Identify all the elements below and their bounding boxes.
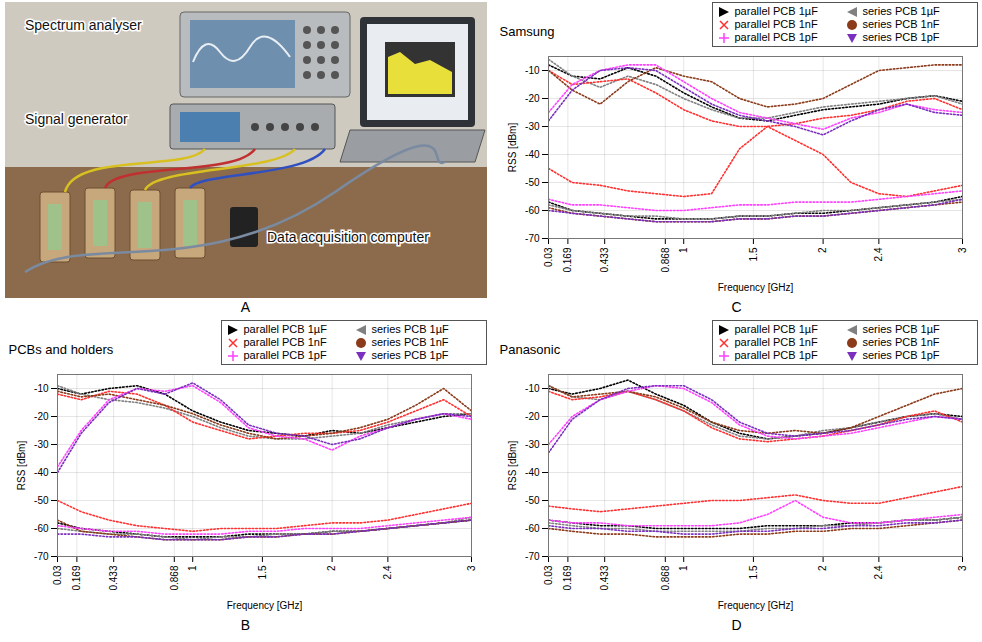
svg-text:0.03: 0.03 — [542, 247, 553, 267]
svg-text:0.433: 0.433 — [598, 565, 609, 590]
html-text:D: D — [731, 617, 742, 633]
svg-text:-50: -50 — [525, 495, 540, 506]
svg-text:1.5: 1.5 — [256, 565, 267, 579]
html-text:parallel PCB 1nF: parallel PCB 1nF — [734, 18, 818, 30]
svg-text:RSS [dBm]: RSS [dBm] — [506, 441, 517, 491]
svg-text:Signal generator: Signal generator — [25, 111, 128, 127]
svg-text:1: 1 — [677, 247, 688, 253]
svg-text:-40: -40 — [525, 149, 540, 160]
html-text:series PCB 1pF: series PCB 1pF — [862, 31, 940, 43]
html-text:parallel PCB 1µF: parallel PCB 1µF — [734, 323, 818, 335]
html-text:B: B — [240, 617, 251, 633]
svg-text:Frequency [GHz]: Frequency [GHz] — [717, 282, 793, 293]
svg-text:-70: -70 — [525, 233, 540, 244]
svg-text:-20: -20 — [525, 411, 540, 422]
html-text:parallel PCB 1pF: parallel PCB 1pF — [734, 349, 818, 361]
html-text:series PCB 1nF: series PCB 1nF — [371, 336, 449, 348]
svg-text:-20: -20 — [34, 411, 49, 422]
svg-text:2.4: 2.4 — [873, 247, 884, 261]
html-text:series PCB 1µF: series PCB 1µF — [371, 323, 449, 335]
svg-text:2: 2 — [817, 565, 828, 571]
svg-text:-10: -10 — [34, 383, 49, 394]
svg-text:-50: -50 — [525, 177, 540, 188]
html-text:parallel PCB 1pF: parallel PCB 1pF — [243, 349, 327, 361]
svg-text:-30: -30 — [525, 439, 540, 450]
svg-text:0.169: 0.169 — [71, 565, 82, 590]
svg-text:-70: -70 — [34, 551, 49, 562]
svg-text:-50: -50 — [34, 495, 49, 506]
svg-text:-30: -30 — [525, 121, 540, 132]
svg-text:0.169: 0.169 — [562, 247, 573, 272]
html-text:PCBs and holders: PCBs and holders — [8, 342, 114, 357]
svg-text:RSS [dBm]: RSS [dBm] — [15, 441, 26, 491]
svg-text:-60: -60 — [34, 523, 49, 534]
svg-text:3: 3 — [956, 565, 967, 571]
svg-text:1: 1 — [186, 565, 197, 571]
html-text:C: C — [731, 299, 742, 315]
html-text:parallel PCB 1µF: parallel PCB 1µF — [243, 323, 327, 335]
svg-text:1: 1 — [677, 565, 688, 571]
svg-text:2.4: 2.4 — [382, 565, 393, 579]
svg-text:2: 2 — [817, 247, 828, 253]
svg-text:3: 3 — [956, 247, 967, 253]
html-text:series PCB 1nF: series PCB 1nF — [862, 336, 940, 348]
svg-text:1.5: 1.5 — [747, 247, 758, 261]
svg-text:Spectrum analyser: Spectrum analyser — [25, 17, 142, 33]
svg-text:1.5: 1.5 — [747, 565, 758, 579]
svg-text:Frequency [GHz]: Frequency [GHz] — [717, 600, 793, 611]
html-text:series PCB 1µF: series PCB 1µF — [862, 5, 940, 17]
svg-text:-70: -70 — [525, 551, 540, 562]
svg-text:0.03: 0.03 — [542, 565, 553, 585]
html-text:series PCB 1nF: series PCB 1nF — [862, 18, 940, 30]
svg-text:0.169: 0.169 — [562, 565, 573, 590]
svg-text:-20: -20 — [525, 93, 540, 104]
html-text:Panasonic: Panasonic — [499, 342, 561, 357]
svg-text:-60: -60 — [525, 205, 540, 216]
html-text:series PCB 1pF: series PCB 1pF — [862, 349, 940, 361]
html-text:parallel PCB 1nF: parallel PCB 1nF — [243, 336, 327, 348]
html-text:series PCB 1pF: series PCB 1pF — [371, 349, 449, 361]
svg-text:0.433: 0.433 — [107, 565, 118, 590]
svg-text:0.03: 0.03 — [51, 565, 62, 585]
svg-text:2.4: 2.4 — [873, 565, 884, 579]
html-text:series PCB 1µF: series PCB 1µF — [862, 323, 940, 335]
svg-text:-40: -40 — [34, 467, 49, 478]
svg-text:-40: -40 — [525, 467, 540, 478]
svg-text:0.433: 0.433 — [598, 247, 609, 272]
svg-text:RSS [dBm]: RSS [dBm] — [506, 123, 517, 173]
html-text:parallel PCB 1µF: parallel PCB 1µF — [734, 5, 818, 17]
svg-text:Data acquisition computer: Data acquisition computer — [267, 229, 429, 245]
html-text:parallel PCB 1pF: parallel PCB 1pF — [734, 31, 818, 43]
html-text:Samsung: Samsung — [499, 24, 555, 39]
svg-text:0.868: 0.868 — [659, 247, 670, 272]
svg-text:Frequency [GHz]: Frequency [GHz] — [226, 600, 302, 611]
svg-text:2: 2 — [326, 565, 337, 571]
svg-text:3: 3 — [465, 565, 476, 571]
svg-text:0.868: 0.868 — [659, 565, 670, 590]
svg-text:-30: -30 — [34, 439, 49, 450]
svg-text:0.868: 0.868 — [168, 565, 179, 590]
svg-text:-10: -10 — [525, 383, 540, 394]
svg-text:-60: -60 — [525, 523, 540, 534]
svg-text:-10: -10 — [525, 65, 540, 76]
html-text:A: A — [240, 299, 251, 315]
html-text:parallel PCB 1nF: parallel PCB 1nF — [734, 336, 818, 348]
